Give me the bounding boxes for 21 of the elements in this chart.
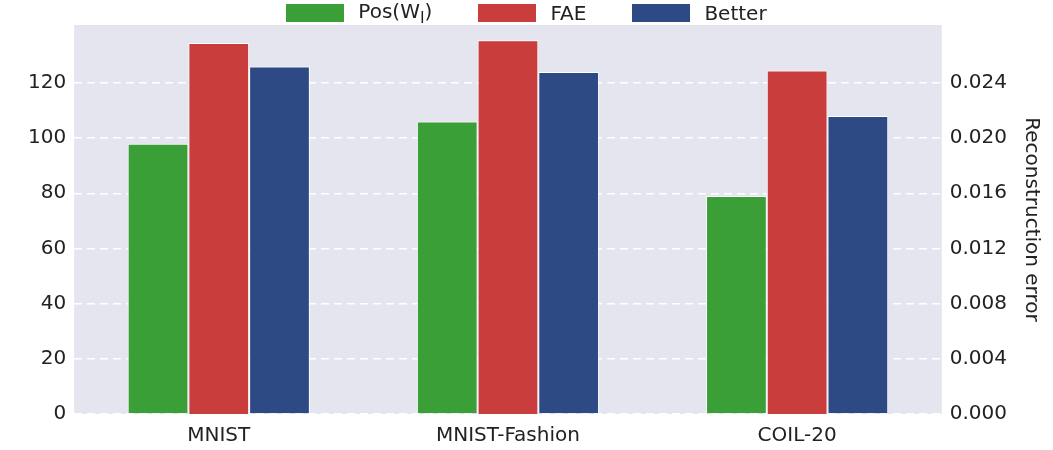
y2-tick-label: 0.000 (949, 400, 1008, 425)
y-tick-label: 80 (40, 179, 67, 204)
legend-label: FAE (550, 1, 587, 25)
y2-tick-label: 0.024 (949, 69, 1008, 94)
legend-label: Pos(W$_{l}$) (358, 0, 433, 27)
y2-tick-label: 0.020 (949, 124, 1008, 149)
y2-axis-title: Reconstruction error (1020, 117, 1045, 323)
y-tick-label: 120 (27, 69, 67, 94)
y-tick-label: 0 (53, 400, 67, 425)
x-tick-label: MNIST-Fashion (436, 422, 580, 447)
x-tick-label: MNIST (187, 422, 252, 447)
y2-tick-label: 0.012 (949, 234, 1008, 259)
y-tick-label: 60 (40, 234, 67, 259)
y2-tick-label: 0.016 (949, 179, 1008, 204)
y2-tick-label: 0.008 (949, 289, 1008, 314)
y-tick-label: 100 (27, 124, 67, 149)
y-tick-label: 20 (40, 345, 67, 370)
legend-label: Better (704, 1, 767, 25)
y2-tick-label: 0.004 (949, 345, 1008, 370)
y-tick-label: 40 (40, 289, 67, 314)
x-tick-label: COIL-20 (757, 422, 837, 447)
